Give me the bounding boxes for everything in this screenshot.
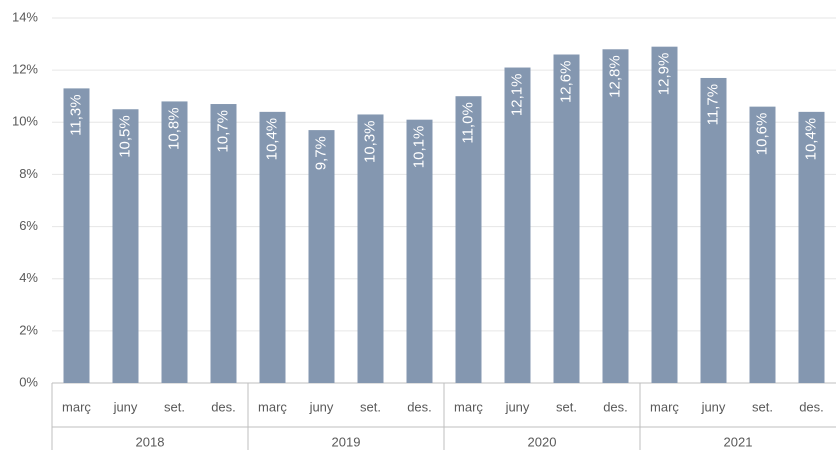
x-tick-label: des. bbox=[211, 399, 236, 414]
value-label: 10,4% bbox=[263, 118, 280, 161]
x-tick-label: març bbox=[62, 399, 91, 414]
y-tick-label: 2% bbox=[19, 322, 38, 337]
group-label: 2019 bbox=[332, 434, 361, 449]
bar bbox=[798, 111, 825, 383]
x-tick-label: març bbox=[454, 399, 483, 414]
value-label: 12,8% bbox=[606, 55, 623, 98]
value-label: 12,1% bbox=[508, 74, 525, 117]
bar bbox=[749, 106, 776, 384]
value-label: 11,0% bbox=[459, 102, 476, 143]
value-label: 10,5% bbox=[116, 115, 133, 158]
bar bbox=[651, 46, 678, 384]
value-label: 10,6% bbox=[753, 113, 770, 156]
value-label: 9,7% bbox=[312, 136, 329, 170]
bar bbox=[357, 114, 384, 383]
value-label: 10,4% bbox=[802, 118, 819, 161]
x-tick-label: des. bbox=[603, 399, 628, 414]
bar bbox=[259, 111, 286, 383]
x-tick-label: set. bbox=[752, 399, 773, 414]
y-tick-label: 0% bbox=[19, 374, 38, 389]
bar bbox=[112, 109, 139, 383]
y-tick-label: 4% bbox=[19, 270, 38, 285]
value-label: 10,3% bbox=[361, 120, 378, 163]
x-tick-label: març bbox=[258, 399, 287, 414]
group-label: 2021 bbox=[724, 434, 753, 449]
group-label: 2020 bbox=[528, 434, 557, 449]
bar bbox=[63, 88, 90, 384]
value-label: 12,9% bbox=[655, 53, 672, 96]
bar bbox=[455, 96, 482, 383]
bar bbox=[406, 119, 433, 383]
value-label: 10,8% bbox=[165, 107, 182, 150]
y-tick-label: 10% bbox=[12, 114, 38, 129]
x-tick-label: set. bbox=[556, 399, 577, 414]
x-tick-label: set. bbox=[164, 399, 185, 414]
x-tick-label: juny bbox=[113, 399, 138, 414]
x-tick-label: març bbox=[650, 399, 679, 414]
y-tick-label: 14% bbox=[12, 9, 38, 24]
value-label: 12,6% bbox=[557, 61, 574, 104]
bar bbox=[210, 104, 237, 384]
x-tick-label: set. bbox=[360, 399, 381, 414]
value-label: 10,7% bbox=[214, 110, 231, 153]
bar bbox=[308, 130, 335, 383]
group-label: 2018 bbox=[136, 434, 165, 449]
bar bbox=[161, 101, 188, 383]
x-tick-label: juny bbox=[505, 399, 530, 414]
value-label: 11,7% bbox=[704, 84, 721, 125]
x-tick-label: juny bbox=[701, 399, 726, 414]
value-label: 11,3% bbox=[67, 94, 84, 135]
bar bbox=[504, 67, 531, 384]
x-tick-label: des. bbox=[407, 399, 432, 414]
y-tick-label: 6% bbox=[19, 218, 38, 233]
y-tick-label: 8% bbox=[19, 166, 38, 181]
bar bbox=[602, 49, 629, 384]
x-tick-label: juny bbox=[309, 399, 334, 414]
y-tick-label: 12% bbox=[12, 62, 38, 77]
x-tick-label: des. bbox=[799, 399, 824, 414]
value-label: 10,1% bbox=[410, 126, 427, 169]
bar bbox=[700, 77, 727, 383]
bar bbox=[553, 54, 580, 383]
